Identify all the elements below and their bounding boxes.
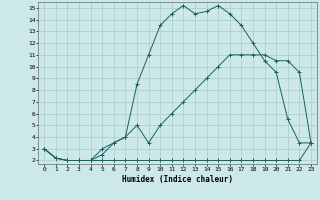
- X-axis label: Humidex (Indice chaleur): Humidex (Indice chaleur): [122, 175, 233, 184]
